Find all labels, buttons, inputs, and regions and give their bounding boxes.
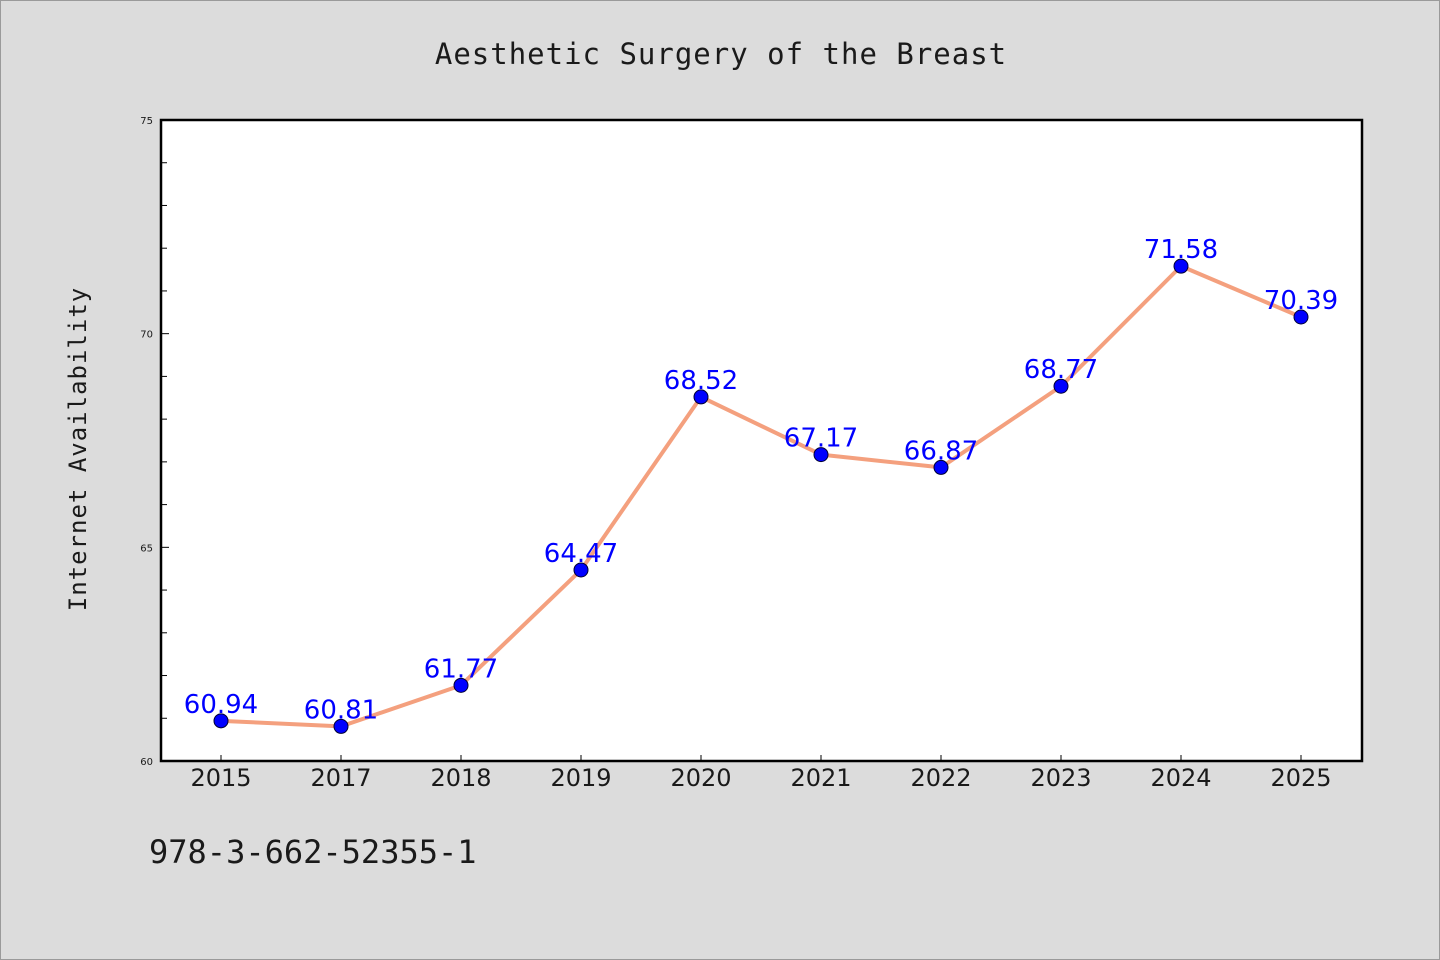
- y-tick-label: 75: [140, 116, 153, 127]
- x-tick-label: 2024: [1150, 764, 1211, 792]
- data-label: 71.58: [1144, 235, 1218, 265]
- data-point: [1053, 378, 1069, 394]
- data-series: 60.94 60.81 61.77 64.47 68.52 67.17 66.87 68.77…: [184, 235, 1338, 734]
- data-point: [933, 459, 949, 475]
- data-point: [813, 447, 829, 463]
- data-label: 61.77: [424, 654, 498, 684]
- x-tick-label: 2018: [430, 764, 491, 792]
- data-label: 64.47: [544, 539, 618, 569]
- x-tick-label: 2020: [670, 764, 731, 792]
- x-tick-label: 2015: [190, 764, 251, 792]
- data-point: [1293, 309, 1309, 325]
- data-label: 60.94: [184, 690, 258, 720]
- plot-area: [159, 118, 1364, 763]
- x-tick-label: 2019: [550, 764, 611, 792]
- data-label: 66.87: [904, 436, 978, 466]
- x-tick-label: 2021: [790, 764, 851, 792]
- x-tick-label: 2023: [1030, 764, 1091, 792]
- x-tick-label: 2025: [1270, 764, 1331, 792]
- x-tick-label: 2022: [910, 764, 971, 792]
- y-tick-label: 60: [140, 757, 153, 768]
- y-axis-ticks: 60 65 70 75: [140, 116, 169, 768]
- data-label: 70.39: [1264, 286, 1338, 316]
- x-tick-label: 2017: [310, 764, 371, 792]
- data-point: [1173, 258, 1189, 274]
- data-label: 67.17: [784, 424, 858, 454]
- data-point: [693, 389, 709, 405]
- data-point: [453, 677, 469, 693]
- data-label: 68.52: [664, 366, 738, 396]
- isbn-text: 978-3-662-52355-1: [149, 833, 477, 871]
- data-point: [333, 718, 349, 734]
- data-label: 68.77: [1024, 355, 1098, 385]
- series-line: [219, 264, 1303, 729]
- x-axis-ticks: 2015 2017 2018 2019 2020 2021 2022 2023 2024 2025: [190, 755, 1332, 792]
- chart-title: Aesthetic Surgery of the Breast: [435, 37, 1007, 71]
- data-point: [213, 713, 229, 729]
- data-label: 60.81: [304, 695, 378, 725]
- y-tick-label: 70: [140, 330, 153, 341]
- y-axis-label: Internet Availability: [64, 287, 92, 611]
- data-point: [573, 562, 589, 578]
- y-tick-label: 65: [140, 543, 153, 554]
